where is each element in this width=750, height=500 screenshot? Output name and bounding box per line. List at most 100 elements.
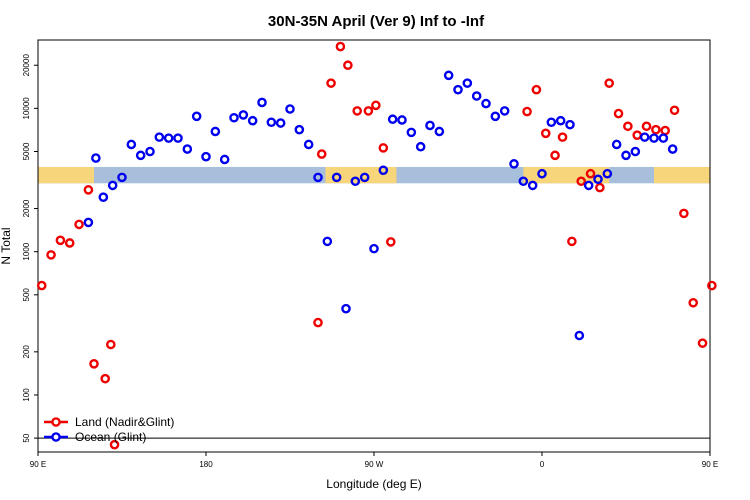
band-land <box>654 166 710 184</box>
ocean-point <box>602 168 613 179</box>
ocean-point <box>397 115 407 125</box>
ocean-point <box>238 110 249 120</box>
ocean-point <box>359 172 370 183</box>
ocean-point <box>593 174 603 185</box>
land-point <box>623 121 633 132</box>
ocean-point <box>462 78 473 88</box>
land-point <box>363 106 374 116</box>
x-tick-label: 90 E <box>30 460 46 469</box>
land-point <box>326 78 336 88</box>
legend: Land (Nadir&Glint)Ocean (Glint) <box>44 415 174 444</box>
ocean-point <box>378 165 389 176</box>
x-tick-label: 90 W <box>365 460 384 469</box>
ocean-point <box>275 118 286 128</box>
legend-label: Land (Nadir&Glint) <box>75 415 174 429</box>
legend-marker <box>51 417 61 427</box>
ocean-point <box>621 150 631 161</box>
y-tick-label: 10000 <box>22 97 31 120</box>
ocean-point <box>135 150 146 161</box>
y-tick-label: 20000 <box>22 54 31 77</box>
ocean-point <box>527 180 538 191</box>
y-tick-label: 2000 <box>22 199 31 217</box>
land-point <box>669 105 680 116</box>
land-point <box>74 219 84 230</box>
y-tick-label: 500 <box>22 288 31 302</box>
x-tick-label: 180 <box>199 460 213 469</box>
land-point <box>89 359 99 369</box>
chart-title: 30N-35N April (Ver 9) Inf to -Inf <box>268 13 485 30</box>
ocean-point <box>257 97 267 108</box>
x-axis-label: Longitude (deg E) <box>326 477 421 491</box>
land-point <box>46 250 56 260</box>
points-layer <box>36 41 717 450</box>
land-point <box>106 339 116 350</box>
land-point <box>688 297 699 308</box>
band-land <box>38 166 94 184</box>
land-point <box>567 236 577 247</box>
ocean-point <box>406 127 417 138</box>
ocean-point <box>341 303 351 314</box>
ocean-point <box>583 180 594 191</box>
ocean-point <box>83 217 94 228</box>
legend-label: Ocean (Glint) <box>75 430 146 444</box>
ocean-point <box>649 133 659 143</box>
land-point <box>55 235 66 246</box>
legend-marker <box>51 432 61 442</box>
ocean-point <box>425 120 435 131</box>
ocean-point <box>266 117 277 128</box>
ocean-point <box>303 139 314 150</box>
land-point <box>522 106 532 117</box>
ocean-point <box>126 139 137 150</box>
land-point <box>595 182 605 193</box>
ocean-point <box>639 132 650 142</box>
ocean-point <box>481 98 491 109</box>
land-point <box>641 121 652 132</box>
x-tick-label: 0 <box>540 460 545 469</box>
ocean-point <box>201 151 211 162</box>
land-point <box>352 106 363 116</box>
land-point <box>64 238 75 248</box>
ocean-point <box>658 133 669 143</box>
ocean-point <box>145 146 155 157</box>
land-point <box>557 132 568 142</box>
ocean-point <box>574 330 585 341</box>
land-point <box>83 185 94 195</box>
ocean-point <box>331 172 342 183</box>
ocean-point <box>537 168 547 179</box>
y-tick-label: 100 <box>22 388 31 402</box>
ocean-point <box>191 111 202 122</box>
ocean-point <box>210 126 221 137</box>
land-point <box>313 317 323 328</box>
land-point <box>604 78 615 88</box>
ocean-point <box>611 139 622 150</box>
y-tick-label: 5000 <box>22 142 31 160</box>
land-point <box>531 84 542 95</box>
ocean-point <box>490 111 501 122</box>
ocean-point <box>173 133 183 143</box>
land-point <box>385 237 396 247</box>
ocean-point <box>387 114 398 125</box>
ocean-point <box>546 117 557 128</box>
ocean-point <box>154 132 165 142</box>
land-point <box>651 124 661 135</box>
ocean-point <box>163 133 174 143</box>
x-tick-label: 90 E <box>702 460 718 469</box>
ocean-point <box>509 159 519 169</box>
land-point <box>679 208 689 219</box>
land-point <box>540 128 551 139</box>
ocean-point <box>415 141 426 152</box>
ocean-point <box>565 119 575 130</box>
ocean-point <box>555 115 566 126</box>
ocean-point <box>499 106 510 116</box>
ocean-point <box>471 91 482 101</box>
ocean-point <box>369 243 379 254</box>
ocean-point <box>443 70 454 81</box>
land-point <box>613 108 624 119</box>
ocean-point <box>182 144 193 154</box>
ticks-layer: 90 E 180 90 W 0 90 E 50 100 200 500 1000 2000 5000 1… <box>22 54 718 469</box>
ocean-point <box>453 84 463 95</box>
ocean-point <box>294 124 305 135</box>
y-tick-label: 200 <box>22 345 31 359</box>
y-tick-label: 50 <box>22 433 31 442</box>
